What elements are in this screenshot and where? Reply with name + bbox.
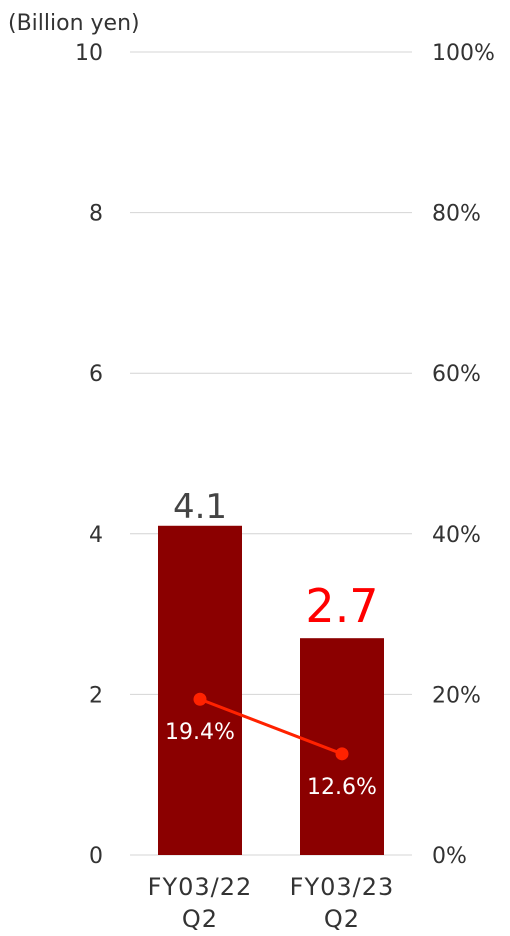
- left-tick-label: 8: [89, 202, 103, 227]
- ratio-point: [193, 692, 207, 706]
- right-axis-ticks: 0% 20% 40% 60% 80% 100%: [432, 41, 495, 869]
- right-tick-label: 0%: [432, 844, 467, 869]
- left-tick-label: 2: [89, 683, 103, 708]
- bar: [158, 525, 242, 855]
- ratio-data-label: 19.4%: [165, 720, 235, 745]
- left-tick-label: 4: [89, 523, 103, 548]
- ratio-data-label: 12.6%: [307, 775, 377, 800]
- left-tick-label: 10: [75, 41, 103, 66]
- category-label: Q2: [182, 905, 218, 933]
- category-label: FY03/22: [148, 873, 253, 901]
- right-tick-label: 100%: [432, 41, 495, 66]
- bar-value-label: 2.7: [305, 579, 378, 633]
- bar: [300, 638, 384, 855]
- bar-value-label: 4.1: [173, 487, 227, 527]
- right-tick-label: 40%: [432, 523, 481, 548]
- left-tick-label: 0: [89, 844, 103, 869]
- category-label: Q2: [324, 905, 360, 933]
- ratio-line-series: 19.4% 12.6%: [165, 692, 377, 800]
- left-tick-label: 6: [89, 362, 103, 387]
- bar-series: [158, 525, 384, 855]
- y-axis-unit-label: (Billion yen): [8, 11, 140, 36]
- right-tick-label: 80%: [432, 202, 481, 227]
- ratio-line: [199, 697, 343, 756]
- category-label: FY03/23: [290, 873, 395, 901]
- right-tick-label: 20%: [432, 683, 481, 708]
- left-axis-ticks: 0 2 4 6 8 10: [75, 41, 103, 869]
- ratio-point: [335, 747, 349, 761]
- category-labels: FY03/22 Q2 FY03/23 Q2: [148, 873, 395, 933]
- bar-value-labels: 4.1 2.7: [173, 487, 379, 633]
- right-tick-label: 60%: [432, 362, 481, 387]
